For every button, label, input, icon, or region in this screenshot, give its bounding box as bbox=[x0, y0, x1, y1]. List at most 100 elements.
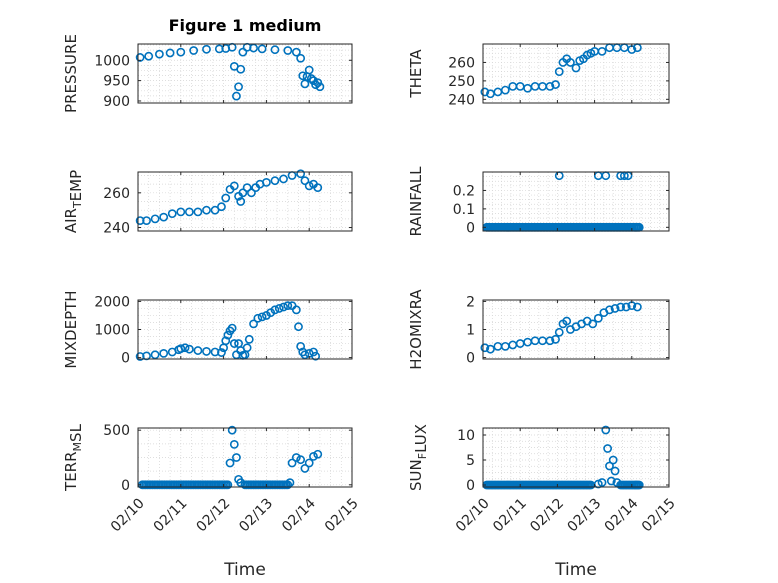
data-point bbox=[601, 425, 611, 435]
data-point bbox=[225, 458, 235, 468]
data-point bbox=[584, 480, 594, 490]
data-point bbox=[287, 458, 297, 468]
data-point bbox=[309, 347, 318, 357]
data-point bbox=[180, 343, 190, 353]
data-point bbox=[551, 334, 560, 344]
data-point bbox=[612, 43, 622, 53]
x-tick-label: 02/14 bbox=[279, 495, 319, 535]
data-point bbox=[270, 176, 280, 186]
data-point bbox=[294, 322, 303, 332]
data-point bbox=[593, 171, 603, 181]
data-point bbox=[619, 43, 629, 53]
data-point bbox=[588, 319, 598, 329]
data-point bbox=[296, 53, 306, 63]
data-point bbox=[232, 91, 241, 101]
data-point bbox=[632, 302, 642, 312]
data-point bbox=[500, 341, 510, 351]
data-point bbox=[493, 87, 503, 97]
y-tick-label: 2000 bbox=[94, 294, 130, 310]
figure-title: Figure 1 medium bbox=[169, 16, 322, 35]
data-point bbox=[242, 343, 252, 353]
data-point bbox=[304, 181, 314, 191]
data-point bbox=[566, 58, 575, 67]
data-point bbox=[296, 169, 306, 179]
y-tick-label: 1000 bbox=[94, 323, 130, 339]
data-point bbox=[508, 340, 518, 350]
subplot-5: 0 1000 2000 MIXDEPTH bbox=[62, 290, 353, 369]
y-tick-label: 0.2 bbox=[453, 183, 475, 199]
data-point bbox=[221, 480, 231, 490]
data-point bbox=[257, 312, 267, 322]
data-point bbox=[545, 336, 555, 346]
data-point bbox=[253, 313, 263, 323]
data-point bbox=[300, 464, 310, 473]
data-point bbox=[193, 207, 203, 217]
y-tick-label: 260 bbox=[103, 186, 130, 202]
data-point bbox=[616, 302, 626, 312]
y-tick-label: 0 bbox=[121, 478, 130, 494]
y-tick-label: 250 bbox=[448, 74, 475, 90]
data-point bbox=[159, 348, 169, 358]
data-point bbox=[236, 64, 246, 74]
data-point bbox=[221, 193, 231, 203]
subplot-7: 0 500 02/10 02/11 02/12 02/13 02/14 02/15 TERRMS… bbox=[62, 423, 362, 580]
data-point bbox=[176, 207, 186, 217]
data-point bbox=[242, 183, 252, 193]
data-point bbox=[144, 51, 154, 61]
data-point bbox=[545, 82, 555, 91]
data-point bbox=[291, 305, 301, 315]
data-point bbox=[530, 336, 540, 346]
data-point bbox=[306, 74, 316, 83]
axes-box bbox=[137, 43, 353, 104]
data-point bbox=[296, 341, 306, 351]
y-tick-label: 240 bbox=[103, 221, 130, 237]
data-point bbox=[150, 350, 160, 360]
data-point bbox=[610, 304, 620, 313]
data-point bbox=[281, 480, 291, 490]
y-tick-label: 0 bbox=[466, 478, 475, 494]
data-point bbox=[309, 452, 318, 461]
data-point bbox=[184, 207, 194, 217]
data-point bbox=[554, 67, 564, 77]
x-tick-label: 02/10 bbox=[108, 495, 148, 535]
data-point bbox=[210, 205, 220, 215]
data-point bbox=[605, 305, 614, 315]
y-axis-label: TERRMSL bbox=[62, 423, 85, 492]
x-tick-label: 02/15 bbox=[322, 495, 362, 535]
data-point bbox=[629, 480, 639, 490]
data-point bbox=[597, 46, 607, 56]
data-point bbox=[193, 346, 203, 355]
data-point bbox=[236, 197, 246, 206]
data-point bbox=[176, 344, 186, 354]
data-point bbox=[562, 316, 572, 326]
data-point bbox=[298, 71, 308, 81]
data-point bbox=[315, 82, 325, 92]
data-point bbox=[291, 453, 301, 462]
data-point bbox=[229, 339, 239, 348]
y-tick-label: 900 bbox=[103, 94, 130, 110]
subplot-2: 240 250 260 THETA bbox=[407, 43, 670, 108]
data-point bbox=[605, 43, 614, 53]
y-tick-label: 5 bbox=[466, 453, 475, 469]
data-point bbox=[270, 305, 280, 315]
x-tick-label: 02/13 bbox=[236, 495, 276, 535]
x-tick-label: 02/11 bbox=[490, 495, 530, 535]
axes-box bbox=[482, 43, 670, 104]
data-point bbox=[493, 341, 503, 351]
x-tick-label: 02/10 bbox=[453, 495, 493, 535]
data-point bbox=[202, 205, 211, 215]
data-point bbox=[486, 344, 495, 354]
data-point bbox=[480, 343, 490, 353]
data-point bbox=[554, 171, 564, 181]
data-point bbox=[523, 337, 533, 347]
y-axis-label: RAINFALL bbox=[407, 166, 425, 237]
data-point bbox=[202, 347, 211, 356]
data-point bbox=[229, 181, 239, 191]
data-point bbox=[633, 480, 643, 490]
data-point bbox=[605, 461, 614, 471]
data-point bbox=[249, 319, 258, 329]
data-point bbox=[603, 444, 613, 453]
data-point bbox=[610, 466, 620, 476]
data-point bbox=[217, 348, 226, 357]
